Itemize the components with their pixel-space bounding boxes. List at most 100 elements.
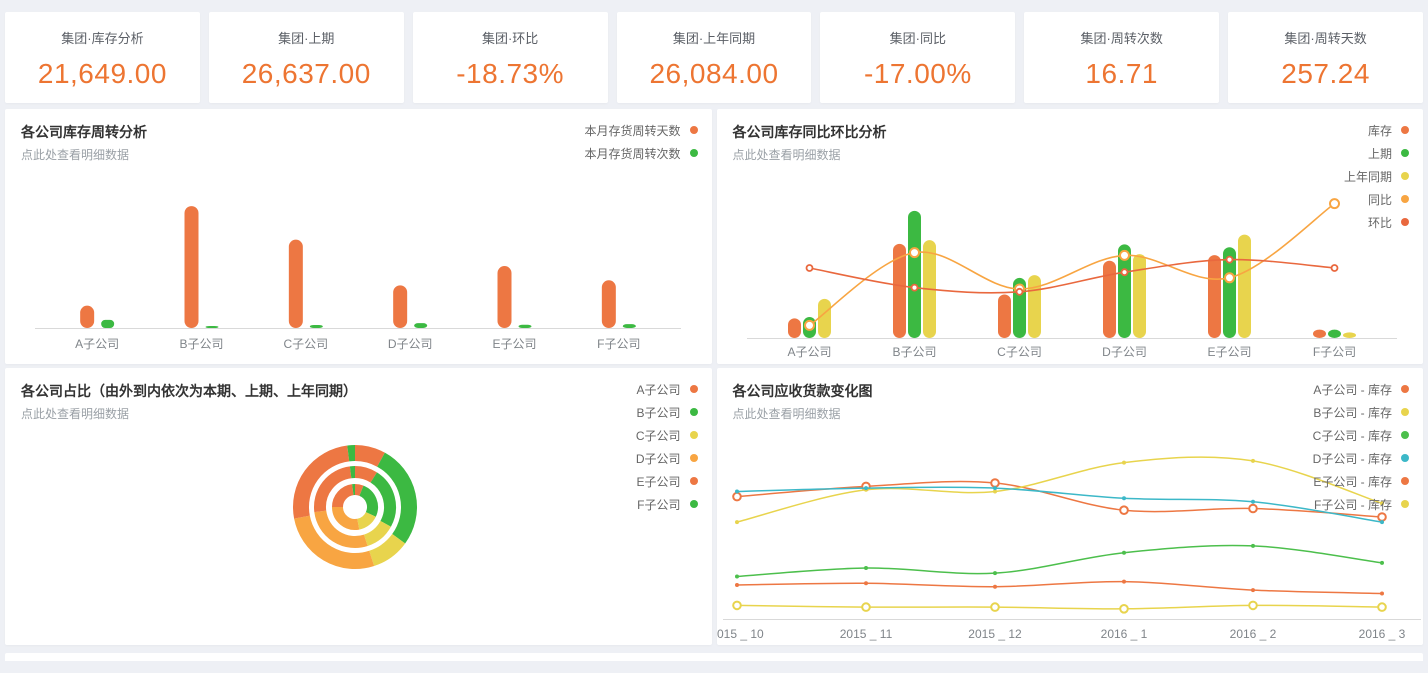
data-point[interactable] bbox=[1331, 265, 1337, 271]
pie-segment[interactable] bbox=[338, 490, 353, 507]
data-point[interactable] bbox=[1251, 588, 1255, 592]
pie-segment[interactable] bbox=[355, 490, 361, 491]
view-details-link[interactable]: 点此处查看明细数据 bbox=[733, 146, 841, 163]
view-details-link[interactable]: 点此处查看明细数据 bbox=[21, 405, 129, 422]
pie-segment[interactable] bbox=[355, 472, 374, 477]
bar[interactable] bbox=[602, 280, 616, 328]
bar[interactable] bbox=[908, 211, 921, 338]
data-point[interactable] bbox=[1249, 505, 1257, 513]
line-series[interactable] bbox=[809, 204, 1334, 326]
bar[interactable] bbox=[393, 285, 407, 328]
data-point[interactable] bbox=[735, 490, 739, 494]
bar[interactable] bbox=[818, 299, 831, 338]
pie-segment[interactable] bbox=[338, 507, 359, 525]
data-point[interactable] bbox=[1120, 251, 1129, 260]
view-details-link[interactable]: 点此处查看明细数据 bbox=[733, 405, 841, 422]
bar[interactable] bbox=[310, 325, 323, 328]
line-series[interactable] bbox=[809, 260, 1334, 293]
kpi-card[interactable]: 集团·上年同期 26,084.00 bbox=[617, 12, 812, 103]
bar[interactable] bbox=[1238, 235, 1251, 338]
data-point[interactable] bbox=[1380, 520, 1384, 524]
bar[interactable] bbox=[1028, 275, 1041, 338]
data-point[interactable] bbox=[991, 479, 999, 487]
legend-item[interactable]: 上期 bbox=[1344, 145, 1409, 161]
data-point[interactable] bbox=[1225, 273, 1234, 282]
data-point[interactable] bbox=[1121, 269, 1127, 275]
data-point[interactable] bbox=[735, 583, 739, 587]
legend-item[interactable]: 同比 bbox=[1344, 191, 1409, 207]
data-point[interactable] bbox=[1120, 506, 1128, 514]
kpi-card[interactable]: 集团·同比 -17.00% bbox=[820, 12, 1015, 103]
line-series[interactable] bbox=[737, 545, 1382, 576]
kpi-card[interactable]: 集团·周转次数 16.71 bbox=[1024, 12, 1219, 103]
bar[interactable] bbox=[998, 294, 1011, 338]
line-series[interactable] bbox=[737, 582, 1382, 594]
data-point[interactable] bbox=[1380, 592, 1384, 596]
legend-item[interactable]: A子公司 - 库存 bbox=[1313, 381, 1409, 397]
kpi-card[interactable]: 集团·周转天数 257.24 bbox=[1228, 12, 1423, 103]
line-series[interactable] bbox=[737, 487, 1382, 522]
legend-item[interactable]: 库存 bbox=[1344, 122, 1409, 138]
pie-segment[interactable] bbox=[358, 514, 371, 524]
legend-item[interactable]: E子公司 bbox=[636, 473, 698, 489]
legend-item[interactable]: 环比 bbox=[1344, 214, 1409, 230]
data-point[interactable] bbox=[991, 603, 999, 611]
legend-item[interactable]: F子公司 bbox=[636, 496, 698, 512]
pie-segment[interactable] bbox=[361, 491, 372, 515]
data-point[interactable] bbox=[1251, 459, 1255, 463]
legend-item[interactable]: 本月存货周转次数 bbox=[584, 145, 697, 161]
data-point[interactable] bbox=[1378, 603, 1386, 611]
data-point[interactable] bbox=[733, 602, 741, 610]
legend-item[interactable]: F子公司 - 库存 bbox=[1313, 496, 1409, 512]
legend-item[interactable]: B子公司 bbox=[636, 404, 698, 420]
line-series[interactable] bbox=[737, 605, 1382, 608]
bar[interactable] bbox=[788, 318, 801, 338]
legend-item[interactable]: C子公司 - 库存 bbox=[1313, 427, 1409, 443]
data-point[interactable] bbox=[1122, 580, 1126, 584]
data-point[interactable] bbox=[806, 265, 812, 271]
bar[interactable] bbox=[206, 326, 219, 328]
data-point[interactable] bbox=[1380, 561, 1384, 565]
data-point[interactable] bbox=[862, 603, 870, 611]
legend-item[interactable]: D子公司 - 库存 bbox=[1313, 450, 1409, 466]
data-point[interactable] bbox=[1016, 289, 1022, 295]
legend-item[interactable]: A子公司 bbox=[636, 381, 698, 397]
bar[interactable] bbox=[519, 325, 532, 328]
bar[interactable] bbox=[1328, 330, 1341, 338]
data-point[interactable] bbox=[1120, 605, 1128, 613]
data-point[interactable] bbox=[733, 493, 741, 501]
data-point[interactable] bbox=[1330, 199, 1339, 208]
kpi-card[interactable]: 集团·上期 26,637.00 bbox=[209, 12, 404, 103]
bar[interactable] bbox=[101, 320, 114, 328]
bar[interactable] bbox=[185, 206, 199, 328]
line-series[interactable] bbox=[737, 482, 1382, 517]
bar[interactable] bbox=[498, 266, 512, 328]
bar[interactable] bbox=[1313, 330, 1326, 338]
bar[interactable] bbox=[1343, 332, 1356, 338]
data-point[interactable] bbox=[864, 581, 868, 585]
legend-item[interactable]: D子公司 bbox=[636, 450, 698, 466]
data-point[interactable] bbox=[735, 575, 739, 579]
bar[interactable] bbox=[1208, 255, 1221, 338]
data-point[interactable] bbox=[1226, 257, 1232, 263]
legend-item[interactable]: B子公司 - 库存 bbox=[1313, 404, 1409, 420]
bar[interactable] bbox=[80, 306, 94, 328]
legend-item[interactable]: 本月存货周转天数 bbox=[584, 122, 697, 138]
data-point[interactable] bbox=[993, 486, 997, 490]
data-point[interactable] bbox=[805, 321, 814, 330]
pie-segment[interactable] bbox=[355, 453, 381, 460]
data-point[interactable] bbox=[993, 490, 997, 494]
bar[interactable] bbox=[1103, 261, 1116, 338]
kpi-card[interactable]: 集团·环比 -18.73% bbox=[413, 12, 608, 103]
data-point[interactable] bbox=[1122, 461, 1126, 465]
bar[interactable] bbox=[623, 324, 636, 328]
donut-chart[interactable] bbox=[5, 427, 712, 645]
data-point[interactable] bbox=[910, 248, 919, 257]
data-point[interactable] bbox=[1251, 500, 1255, 504]
data-point[interactable] bbox=[1122, 551, 1126, 555]
data-point[interactable] bbox=[1249, 602, 1257, 610]
legend-item[interactable]: 上年同期 bbox=[1344, 168, 1409, 184]
data-point[interactable] bbox=[864, 486, 868, 490]
